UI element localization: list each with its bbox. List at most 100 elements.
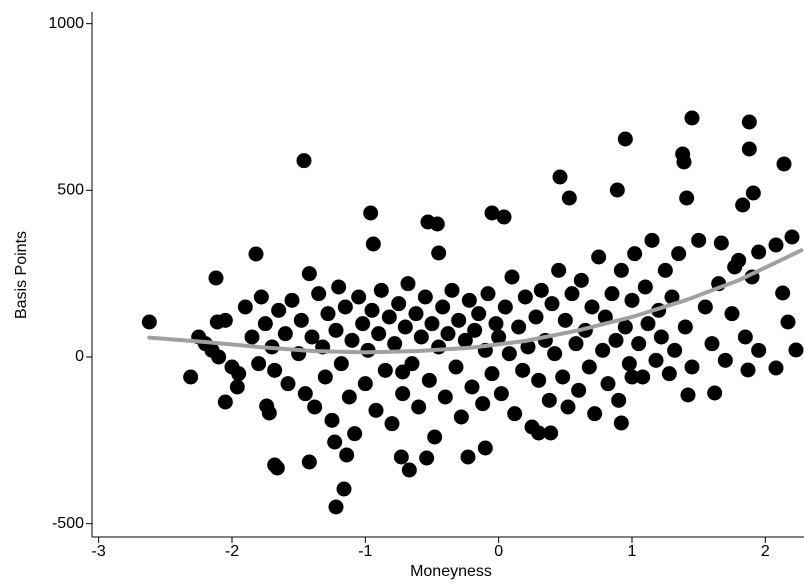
point (328, 499, 344, 515)
point (183, 369, 199, 385)
point (424, 316, 440, 332)
point (488, 316, 504, 332)
point (440, 326, 456, 342)
point (271, 302, 287, 318)
point (737, 329, 753, 345)
point (560, 399, 576, 415)
point (751, 244, 767, 260)
point (351, 289, 367, 305)
point (541, 392, 557, 408)
point (611, 392, 627, 408)
point (595, 342, 611, 358)
point (515, 362, 531, 378)
point (604, 286, 620, 302)
point (657, 262, 673, 278)
point (296, 153, 312, 169)
point (301, 454, 317, 470)
point (269, 460, 285, 476)
point (304, 329, 320, 345)
point (751, 342, 767, 358)
point (713, 235, 729, 251)
point (740, 362, 756, 378)
point (328, 322, 344, 338)
point (333, 356, 349, 372)
point (644, 232, 660, 248)
point (480, 286, 496, 302)
point (253, 289, 269, 305)
point (365, 236, 381, 252)
point (257, 316, 273, 332)
point (339, 447, 355, 463)
point (691, 232, 707, 248)
point (484, 205, 500, 221)
point (277, 326, 293, 342)
point (357, 376, 373, 392)
point (363, 205, 379, 221)
point (621, 356, 637, 372)
point (531, 372, 547, 388)
point (336, 481, 352, 497)
point (411, 399, 427, 415)
point (617, 319, 633, 335)
point (507, 406, 523, 422)
point (324, 412, 340, 428)
point (320, 306, 336, 322)
point (677, 319, 693, 335)
point (784, 229, 800, 245)
point (301, 266, 317, 282)
point (413, 329, 429, 345)
point (697, 299, 713, 315)
point (244, 329, 260, 345)
point (561, 190, 577, 206)
point (679, 190, 695, 206)
point (581, 359, 597, 375)
point (217, 394, 233, 410)
point (511, 319, 527, 335)
point (141, 314, 157, 330)
point (417, 289, 433, 305)
point (297, 386, 313, 402)
point (373, 282, 389, 298)
point (735, 197, 751, 213)
point (437, 389, 453, 405)
point (284, 292, 300, 308)
point (547, 346, 563, 362)
point (627, 246, 643, 262)
point (707, 385, 723, 401)
point (741, 114, 757, 130)
point (520, 339, 536, 355)
x-tick-label: 2 (761, 543, 770, 560)
point (624, 369, 640, 385)
point (381, 309, 397, 325)
point (464, 379, 480, 395)
point (671, 246, 687, 262)
point (429, 216, 445, 232)
point (371, 326, 387, 342)
point (543, 425, 559, 441)
point (400, 276, 416, 292)
y-tick-label: 1000 (48, 15, 84, 32)
point (600, 376, 616, 392)
point (461, 292, 477, 308)
point (397, 319, 413, 335)
point (497, 299, 513, 315)
point (471, 306, 487, 322)
point (613, 262, 629, 278)
fit-line (147, 248, 804, 355)
point (317, 369, 333, 385)
point (573, 272, 589, 288)
point (229, 379, 245, 395)
point (431, 339, 447, 355)
point (788, 342, 804, 358)
point (337, 299, 353, 315)
point (557, 312, 573, 328)
point (217, 312, 233, 328)
point (237, 299, 253, 315)
point (208, 270, 224, 286)
point (640, 316, 656, 332)
point (613, 415, 629, 431)
point (661, 366, 677, 382)
point (501, 346, 517, 362)
point (776, 156, 792, 172)
